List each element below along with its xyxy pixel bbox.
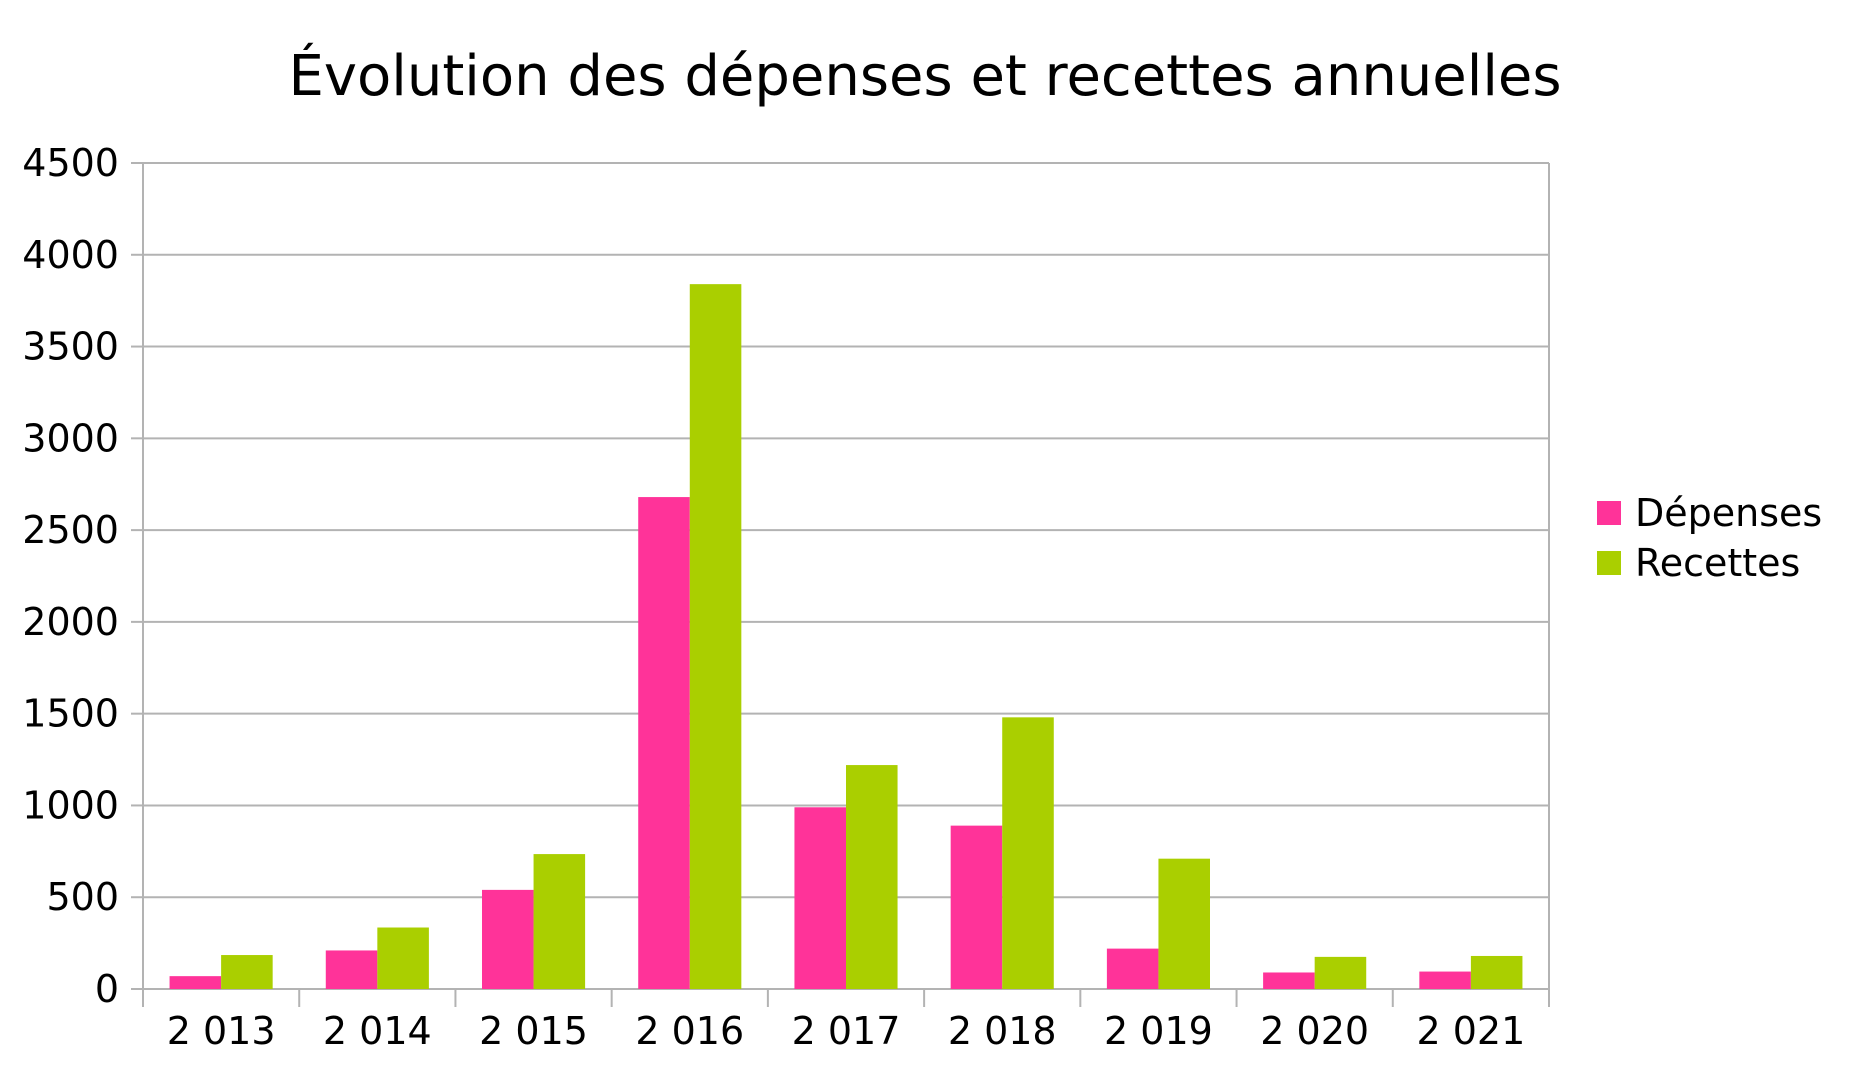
legend-label: Dépenses (1635, 491, 1822, 535)
bar-recettes (1158, 858, 1210, 989)
bar-depenses (1419, 971, 1471, 989)
y-tick-label: 500 (46, 875, 119, 919)
x-tick-label: 2 018 (948, 1009, 1057, 1053)
bars (169, 284, 1523, 989)
legend-swatch (1597, 501, 1621, 525)
x-tick-label: 2 016 (635, 1009, 744, 1053)
y-tick-label: 1000 (22, 783, 119, 827)
legend: Dépenses Recettes (1597, 491, 1822, 585)
bar-recettes (846, 765, 898, 989)
x-tick-label: 2 019 (1104, 1009, 1213, 1053)
bar-depenses (482, 889, 534, 989)
y-tick-label: 2000 (22, 600, 119, 644)
bar-recettes (1470, 955, 1523, 989)
tick-labels: 0 500 1000 1500 2000 2500 3000 3500 4000 4500 2 01… (22, 141, 1525, 1053)
chart-title: Évolution des dépenses et recettes annue… (288, 44, 1561, 109)
bar-recettes (221, 955, 273, 989)
bar-depenses (1263, 972, 1315, 989)
bar-depenses (1106, 948, 1159, 989)
bar-recettes (533, 854, 586, 989)
x-tick-label: 2 014 (323, 1009, 432, 1053)
y-tick-label: 3000 (22, 416, 119, 460)
bar-depenses (950, 825, 1003, 989)
x-tick-label: 2 013 (167, 1009, 276, 1053)
bar-recettes (377, 927, 429, 989)
bar-recettes (1002, 717, 1054, 989)
x-tick-label: 2 015 (479, 1009, 588, 1053)
y-tick-label: 0 (95, 967, 119, 1011)
x-tick-label: 2 017 (792, 1009, 901, 1053)
legend-swatch (1597, 551, 1621, 575)
x-tick-label: 2 021 (1416, 1009, 1525, 1053)
bar-depenses (638, 497, 690, 989)
y-tick-label: 4000 (22, 233, 119, 277)
y-tick-label: 4500 (22, 141, 119, 185)
x-tick-label: 2 020 (1260, 1009, 1369, 1053)
legend-label: Recettes (1635, 541, 1800, 585)
y-tick-label: 1500 (22, 692, 119, 736)
bar-depenses (325, 950, 378, 989)
bar-recettes (1314, 956, 1367, 989)
bar-depenses (169, 976, 222, 989)
y-tick-label: 3500 (22, 325, 119, 369)
bar-depenses (794, 807, 846, 989)
gridlines (143, 162, 1549, 899)
y-tick-label: 2500 (22, 508, 119, 552)
bar-recettes (689, 284, 742, 989)
